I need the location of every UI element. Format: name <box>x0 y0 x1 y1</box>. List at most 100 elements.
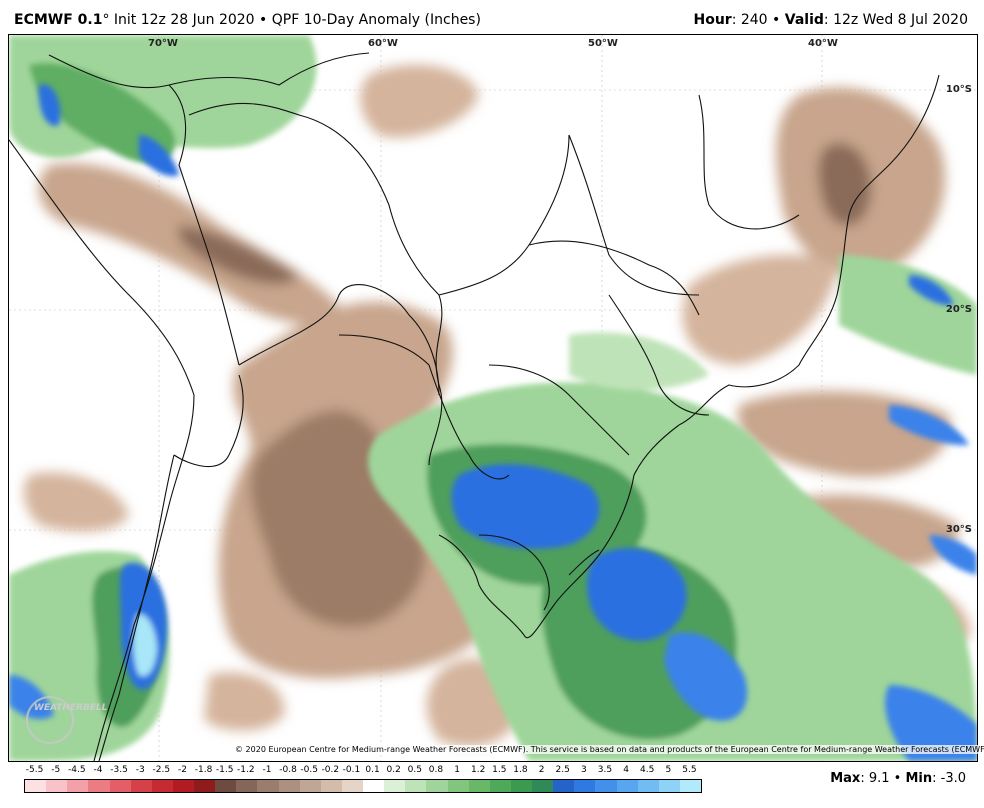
colorbar-swatch <box>109 780 131 792</box>
colorbar-swatch <box>447 780 469 792</box>
colorbar-swatch <box>278 780 300 792</box>
lon-label-70w: 70°W <box>148 38 178 49</box>
lon-label-40w: 40°W <box>808 38 838 49</box>
colorbar-swatch <box>194 780 216 792</box>
colorbar-swatch <box>595 780 617 792</box>
brazil-west-border <box>168 52 370 86</box>
atlantic-coastline-north <box>678 74 940 426</box>
colorbar-tick-label: -1.2 <box>237 765 255 775</box>
blue-field-parana <box>451 464 600 549</box>
min-value: : -3.0 <box>932 771 966 786</box>
colorbar-swatch <box>510 780 532 792</box>
colorbar-tick-label: 2 <box>538 765 545 775</box>
colorbar-swatch <box>236 780 258 792</box>
colorbar-tick-label: -0.5 <box>300 765 318 775</box>
colorbar-tick-label: 0.8 <box>428 765 444 775</box>
chart-title: ECMWF 0.1° Init 12z 28 Jun 2020 • QPF 10… <box>14 12 481 28</box>
colorbar-swatch <box>46 780 68 792</box>
colorbar-tick-label: -4.5 <box>68 765 86 775</box>
colorbar-tick-label: 3 <box>580 765 587 775</box>
dry-field-southeast-brazil <box>682 254 839 365</box>
uruguay-border <box>478 534 550 611</box>
brazil-states-4 <box>608 294 710 416</box>
peru-bolivia-border <box>178 164 240 366</box>
colorbar-tick-label: -2.5 <box>152 765 171 775</box>
brazil-states-5 <box>438 134 570 296</box>
valid-value: : 12z Wed 8 Jul 2020 <box>823 12 968 28</box>
colorbar-swatch <box>553 780 575 792</box>
max-value: : 9.1 <box>860 771 890 786</box>
colorbar-swatch <box>426 780 448 792</box>
wet-field-atlantic-northeast <box>839 255 977 375</box>
colorbar-tick-label: 1.5 <box>492 765 507 775</box>
colorbar-tick-label: 4.5 <box>640 765 655 775</box>
argentina-chile-border <box>98 454 175 761</box>
valid-bullet: • <box>772 12 781 28</box>
atlantic-coastline-south <box>523 424 680 638</box>
brazil-states-3 <box>698 94 800 230</box>
colorbar-tick-label: -4 <box>93 765 103 775</box>
colorbar-swatch <box>405 780 427 792</box>
colorbar-tick-label: 0.1 <box>365 765 380 775</box>
map-panel <box>8 34 978 762</box>
stats-bullet: • <box>893 771 902 786</box>
product-name: QPF 10-Day Anomaly (Inches) <box>271 12 481 28</box>
colorbar-swatch <box>616 780 638 792</box>
wet-field-north-peru-core <box>29 63 176 164</box>
colorbar-tick-label: -3.5 <box>110 765 128 775</box>
colorbar-swatch <box>341 780 363 792</box>
precip-anomaly-map <box>9 35 977 761</box>
colorbar-tick-label: 3.5 <box>597 765 613 775</box>
max-label: Max <box>830 771 861 786</box>
colorbar-tick-label: 1.8 <box>513 765 528 775</box>
borders-coastlines <box>9 52 940 761</box>
colorbar-swatch <box>172 780 194 792</box>
pacific-coastline <box>9 139 195 761</box>
dry-field-argentina-south <box>204 672 285 731</box>
hour-value: : 240 <box>731 12 768 28</box>
colorbar-tick-label: 1.2 <box>471 765 486 775</box>
colorbar-tick-label: -3 <box>135 765 145 775</box>
paraguay-border <box>338 334 510 480</box>
init-time: Init 12z 28 Jun 2020 <box>113 12 255 28</box>
brazil-states-2 <box>568 134 700 296</box>
lat-label-10s: 10°S <box>945 84 972 95</box>
rs-lagoon <box>568 549 600 576</box>
watermark-logo: WEATHERBELL <box>34 703 108 713</box>
blue-field-atlantic-e2 <box>929 535 977 575</box>
colorbar-swatch <box>299 780 321 792</box>
min-label: Min <box>905 771 933 786</box>
colorbar-tick-label: 1 <box>454 765 460 775</box>
bolivia-border <box>238 284 440 396</box>
argentina-border-north <box>173 374 244 468</box>
colorbar-swatch <box>67 780 89 792</box>
watermark-globe-icon <box>26 696 74 744</box>
colorbar-tick-label: 5 <box>665 765 672 775</box>
colorbar-tick-label: -5 <box>51 765 61 775</box>
colorbar-tick-label: 4 <box>623 765 629 775</box>
colorbar-swatch <box>130 780 152 792</box>
blue-field-atlantic-e1 <box>889 405 969 446</box>
colorbar-swatch <box>658 780 680 792</box>
colorbar-swatch <box>679 780 701 792</box>
colorbar-tick-label: -0.1 <box>342 765 361 775</box>
blue-field-atlantic-ne <box>909 275 954 306</box>
argentina-uruguay-river <box>438 534 525 636</box>
colorbar-swatch <box>320 780 342 792</box>
brazil-inner-border <box>188 102 443 466</box>
colorbar-tick-label: 0.2 <box>386 765 401 775</box>
colorbar-swatch <box>489 780 511 792</box>
blue-field-atlantic-band <box>664 632 748 721</box>
colorbar-tick-label: -1.5 <box>215 765 234 775</box>
brazil-states-6 <box>488 364 630 456</box>
colorbar-swatch <box>88 780 110 792</box>
colorbar-swatch <box>384 780 406 792</box>
dry-field-amazon-north <box>360 64 479 138</box>
lon-label-60w: 60°W <box>368 38 398 49</box>
colorbar-labels: -5.5 -5 -4.5 -4 -3.5 -3 -2.5 -2 -1.8 -1.5 -1.2 -1 -0… <box>24 765 704 777</box>
colorbar-tick-label: 2.5 <box>555 765 570 775</box>
lat-label-30s: 30°S <box>945 524 972 535</box>
brazil-states-1 <box>528 240 700 316</box>
dry-anomaly-fields <box>23 64 971 747</box>
degree-symbol: ° <box>102 12 110 28</box>
